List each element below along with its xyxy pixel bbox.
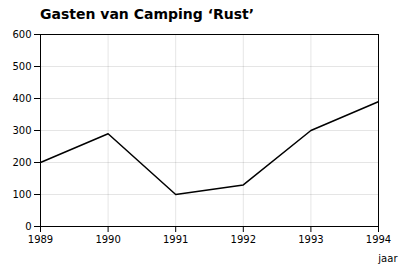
svg-text:0: 0 xyxy=(25,221,31,232)
svg-text:1991: 1991 xyxy=(163,234,188,245)
svg-text:200: 200 xyxy=(12,157,31,168)
svg-text:jaar: jaar xyxy=(377,253,398,264)
svg-text:1992: 1992 xyxy=(231,234,256,245)
html-text:Gasten van Camping ‘Rust’: Gasten van Camping ‘Rust’ xyxy=(40,6,255,22)
svg-text:1993: 1993 xyxy=(298,234,323,245)
svg-text:600: 600 xyxy=(12,29,31,40)
svg-text:400: 400 xyxy=(12,93,31,104)
svg-text:500: 500 xyxy=(12,61,31,72)
svg-text:1990: 1990 xyxy=(95,234,120,245)
svg-text:1989: 1989 xyxy=(28,234,53,245)
svg-text:100: 100 xyxy=(12,189,31,200)
svg-text:300: 300 xyxy=(12,125,31,136)
svg-text:1994: 1994 xyxy=(366,234,391,245)
